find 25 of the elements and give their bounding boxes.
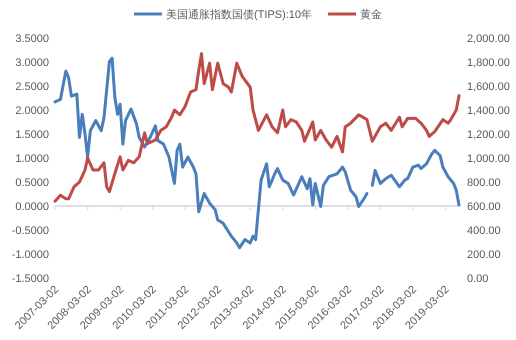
- y-tick-label: 0.5000: [15, 177, 49, 189]
- y-tick-label: 2.0000: [15, 105, 49, 117]
- y2-tick-label: 400.00: [467, 225, 501, 237]
- y2-tick-label: 2,000.00: [467, 33, 510, 45]
- y2-tick-label: 1,200.00: [467, 129, 510, 141]
- line-series: [54, 52, 460, 203]
- y-tick-label: 1.0000: [15, 153, 49, 165]
- y2-tick-label: 1,000.00: [467, 153, 510, 165]
- legend-label: 美国通胀指数国债(TIPS):10年: [166, 8, 312, 21]
- y2-tick-label: 1,800.00: [467, 57, 510, 69]
- y-tick-label: 3.0000: [15, 57, 49, 69]
- y-tick-label: -1.5000: [12, 273, 49, 285]
- y2-tick-label: 1,400.00: [467, 105, 510, 117]
- y-tick-label: 1.5000: [15, 129, 49, 141]
- y-tick-label: 3.5000: [15, 33, 49, 45]
- y2-tick-label: 200.00: [467, 249, 501, 261]
- y-tick-label: -0.5000: [12, 225, 49, 237]
- y2-tick-label: 0.00: [467, 273, 488, 285]
- y-tick-label: -1.0000: [12, 249, 49, 261]
- y2-tick-label: 600.00: [467, 201, 501, 213]
- legend-label: 黄金: [360, 8, 382, 21]
- y2-tick-label: 1,600.00: [467, 81, 510, 93]
- y-tick-label: 2.5000: [15, 81, 49, 93]
- y-tick-label: 0.0000: [15, 201, 49, 213]
- y2-tick-label: 800.00: [467, 177, 501, 189]
